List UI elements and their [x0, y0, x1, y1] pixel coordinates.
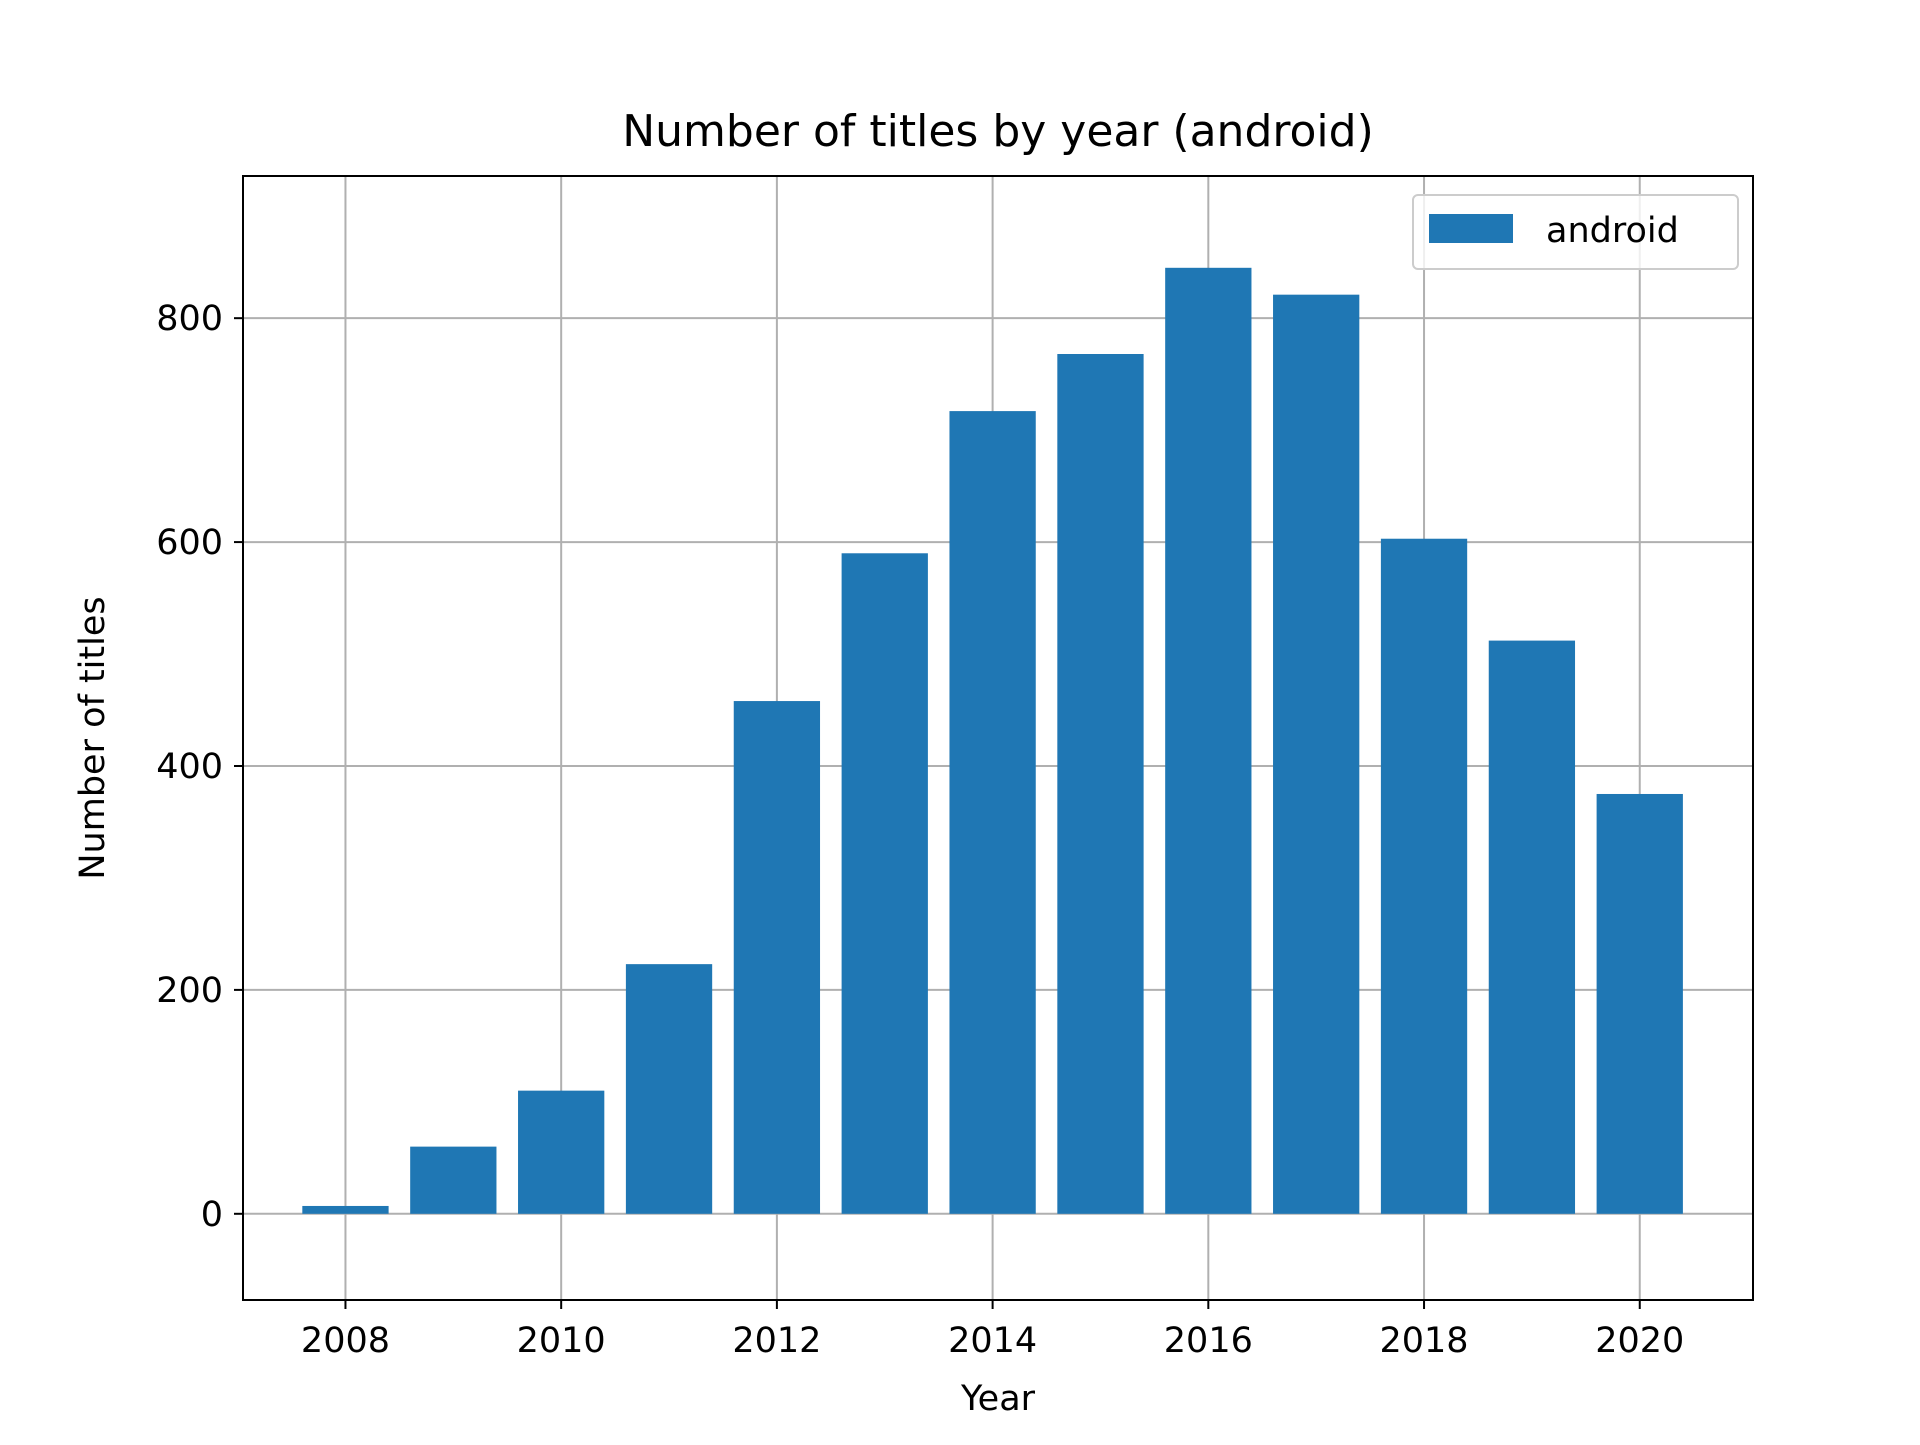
- x-tick-label-2012: 2012: [732, 1321, 821, 1361]
- x-tick-label-2010: 2010: [517, 1321, 606, 1361]
- bar-2011: [625, 964, 713, 1214]
- y-tick-label-600: 600: [156, 523, 223, 563]
- bar-2014: [949, 411, 1036, 1214]
- bar-2008: [302, 1205, 389, 1214]
- x-tick-label-2020: 2020: [1595, 1321, 1684, 1361]
- x-tick-label-2014: 2014: [948, 1321, 1037, 1361]
- bar-2009: [410, 1146, 497, 1214]
- x-tick-label-2018: 2018: [1379, 1321, 1468, 1361]
- y-tick-label-800: 800: [156, 299, 223, 339]
- y-tick-label-0: 0: [201, 1195, 223, 1235]
- x-tick-label-2008: 2008: [301, 1321, 390, 1361]
- x-axis-label: Year: [960, 1379, 1036, 1419]
- y-axis-label: Number of titles: [73, 596, 113, 879]
- legend: android: [1412, 194, 1739, 270]
- bar-2010: [518, 1090, 605, 1214]
- legend-swatch-android: [1429, 214, 1513, 243]
- bar-2016: [1165, 267, 1252, 1214]
- bars: [302, 267, 1683, 1214]
- bar-2017: [1273, 294, 1360, 1214]
- bar-2018: [1380, 538, 1468, 1214]
- chart-title: Number of titles by year (android): [622, 106, 1373, 157]
- y-tick-label-400: 400: [156, 747, 223, 787]
- bar-2012: [733, 701, 821, 1214]
- x-tick-label-2016: 2016: [1164, 1321, 1253, 1361]
- bar-2015: [1057, 354, 1144, 1214]
- bar-2013: [841, 553, 928, 1214]
- y-tick-label-200: 200: [156, 971, 223, 1011]
- legend-label-android: android: [1546, 211, 1679, 251]
- axis-ticks: 2008 2010 2012 2014 2016 2018 2020 0 200 400 600 80…: [156, 299, 1684, 1361]
- bar-2020: [1596, 793, 1683, 1214]
- plot-frame: [242, 175, 1754, 1301]
- legend-box: [1412, 194, 1739, 270]
- bar-2019: [1488, 640, 1576, 1214]
